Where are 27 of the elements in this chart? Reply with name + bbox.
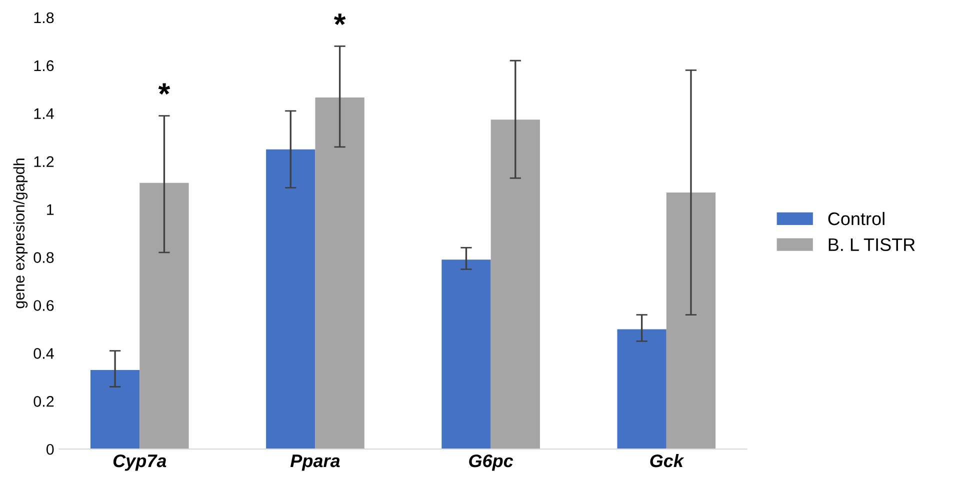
bar [490,120,540,450]
bar [315,98,364,450]
y-tick-label: 0.6 [34,300,54,311]
y-tick-label: 1.4 [34,108,54,119]
y-tick-label: 0 [46,444,54,455]
y-tick-label: 0.2 [34,396,54,407]
bar [442,260,491,450]
y-tick-label: 1.2 [34,156,54,167]
y-tick-label: 1 [47,204,54,215]
annotation: * [158,83,170,95]
x-tick-label: Gck [650,454,684,468]
bar [666,192,716,450]
x-tick-label: Ppara [290,454,340,471]
y-tick-label: 0.4 [34,348,54,359]
x-tick-label: G6pc [469,454,514,471]
bar [140,182,189,450]
bar [617,329,666,450]
legend-label: Control [828,212,884,226]
y-tick-label: 0.8 [34,252,54,263]
y-tick-label: 1.6 [34,60,54,72]
bar [90,370,140,450]
y-axis-title: gene expresion/gapdh [13,158,28,308]
legend-label: B. L TISTR [828,238,915,252]
annotation: * [334,14,346,26]
y-tick-label: 1.8 [34,12,54,24]
x-tick-label: Cyp7a [113,454,166,471]
bar [266,149,316,450]
